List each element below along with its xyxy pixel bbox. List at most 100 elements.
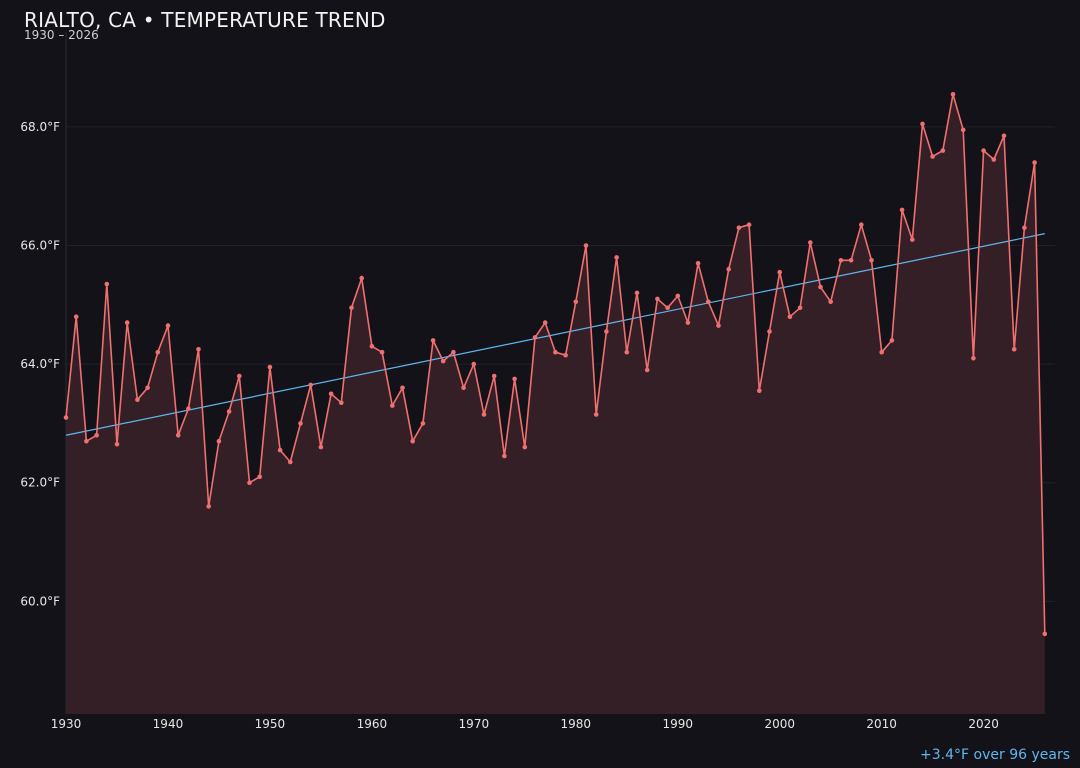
data-point-2000	[777, 269, 782, 275]
x-axis-ticks: 1930 1940 1950 1960 1970 1980 1990 2000 2010 2020	[51, 717, 999, 731]
data-point-2007	[848, 258, 854, 263]
data-point-1995	[726, 266, 731, 272]
data-point-1959	[359, 275, 365, 281]
data-point-1983	[604, 329, 609, 334]
area-fill	[66, 94, 1045, 715]
data-point-1951	[277, 447, 283, 453]
data-point-1932	[84, 438, 89, 444]
data-point-1960	[369, 344, 375, 349]
data-point-1961	[379, 349, 385, 355]
area-fill-layer	[66, 94, 1045, 715]
y-axis-ticks: 60.0°F 62.0°F 64.0°F 66.0°F 68.0°F	[20, 120, 60, 608]
data-point-1944	[206, 504, 211, 509]
data-point-1992	[695, 261, 701, 266]
data-point-1993	[706, 299, 711, 305]
data-point-1965	[420, 421, 426, 426]
data-point-1978	[553, 349, 558, 355]
data-point-1969	[461, 385, 466, 391]
data-point-1968	[451, 349, 456, 355]
data-point-1954	[308, 382, 314, 388]
trend-line	[65, 233, 1045, 436]
data-point-1975	[522, 444, 528, 450]
data-point-1953	[298, 421, 303, 426]
x-tick-label-2000: 2000	[764, 717, 795, 731]
y-tick-label-3: 66.0°F	[20, 238, 60, 252]
data-point-2023	[1011, 347, 1017, 352]
data-point-1933	[94, 433, 99, 438]
x-tick-label-1930: 1930	[51, 717, 82, 731]
data-point-2022	[1001, 133, 1007, 139]
y-tick-label-4: 68.0°F	[20, 120, 60, 134]
data-point-1945	[216, 438, 222, 444]
trend-line-layer	[65, 233, 1045, 436]
data-point-1947	[237, 373, 242, 379]
data-point-1999	[767, 329, 772, 334]
data-point-2024	[1022, 225, 1027, 230]
data-point-1948	[247, 480, 252, 486]
data-point-1955	[318, 444, 324, 450]
data-point-1976	[532, 335, 538, 340]
data-point-2005	[828, 299, 833, 305]
data-point-1957	[339, 400, 344, 406]
data-point-2020	[981, 148, 986, 153]
data-point-2010	[879, 349, 884, 355]
data-point-1981	[583, 243, 589, 248]
x-tick-label-1940: 1940	[153, 717, 184, 731]
data-point-2002	[797, 305, 803, 311]
data-point-2019	[971, 355, 976, 361]
data-point-2008	[859, 222, 864, 227]
data-point-1997	[746, 222, 752, 227]
y-tick-label-1: 62.0°F	[20, 476, 60, 490]
data-point-2011	[889, 338, 895, 343]
y-tick-label-2: 64.0°F	[20, 357, 60, 371]
data-point-2014	[920, 121, 925, 127]
data-point-1986	[634, 290, 640, 296]
data-point-2012	[899, 207, 905, 213]
y-tick-label-0: 60.0°F	[20, 594, 60, 608]
data-point-2026	[1042, 631, 1048, 637]
chart-title: RIALTO, CA • TEMPERATURE TREND	[24, 8, 386, 32]
data-point-1990	[675, 293, 681, 299]
x-tick-label-1960: 1960	[357, 717, 388, 731]
data-point-1938	[145, 385, 150, 391]
data-point-2003	[808, 240, 813, 245]
data-point-2018	[960, 127, 966, 133]
data-point-1958	[349, 305, 354, 311]
data-point-1979	[563, 352, 568, 358]
data-point-1998	[757, 388, 762, 394]
data-point-2006	[838, 258, 844, 263]
x-tick-label-2010: 2010	[866, 717, 897, 731]
data-point-1972	[491, 373, 497, 379]
data-point-1966	[430, 338, 436, 343]
data-point-1931	[73, 314, 79, 320]
data-point-1964	[410, 438, 416, 444]
data-point-1949	[257, 474, 263, 480]
data-point-1940	[165, 323, 171, 328]
data-point-1982	[593, 412, 599, 417]
data-point-1946	[226, 409, 232, 414]
data-point-2016	[940, 148, 946, 153]
data-point-1987	[644, 367, 650, 373]
data-point-1943	[196, 347, 201, 352]
data-point-1996	[736, 225, 742, 230]
data-point-1942	[186, 406, 191, 411]
data-point-1991	[685, 320, 691, 325]
x-tick-label-1990: 1990	[662, 717, 693, 731]
data-point-2009	[869, 258, 874, 263]
x-tick-label-2020: 2020	[968, 717, 999, 731]
data-point-2025	[1032, 160, 1037, 165]
data-point-1930	[63, 415, 69, 420]
trend-annotation: +3.4°F over 96 years	[920, 747, 1070, 763]
data-point-1988	[655, 296, 660, 302]
x-tick-label-1950: 1950	[255, 717, 286, 731]
chart-subtitle: 1930 – 2026	[24, 28, 99, 42]
data-point-2015	[930, 154, 935, 159]
data-point-1971	[481, 412, 487, 417]
data-point-1936	[124, 320, 130, 325]
data-point-1963	[400, 385, 405, 391]
data-point-1974	[512, 376, 517, 382]
data-point-2017	[950, 92, 956, 97]
data-point-1935	[114, 441, 120, 447]
data-point-1962	[390, 403, 395, 408]
